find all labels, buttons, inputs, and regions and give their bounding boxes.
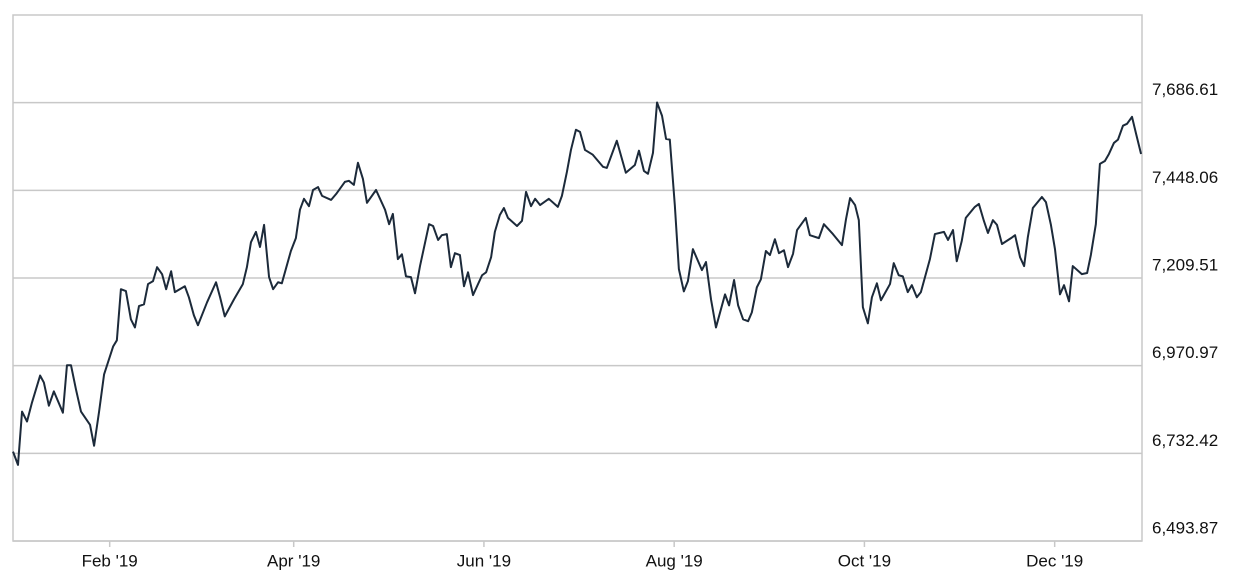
y-tick-label: 6,493.87 [1152,518,1218,537]
y-tick-label: 7,209.51 [1152,255,1218,274]
x-tick-label: Dec '19 [1026,551,1083,570]
x-tick-label: Apr '19 [267,551,320,570]
price-line [12,101,1143,466]
x-tick-label: Feb '19 [82,551,138,570]
y-tick-label: 6,732.42 [1152,431,1218,450]
x-tick-label: Jun '19 [457,551,511,570]
y-tick-label: 7,448.06 [1152,168,1218,187]
y-tick-label: 6,970.97 [1152,343,1218,362]
x-tick-label: Oct '19 [838,551,891,570]
x-tick-label: Aug '19 [646,551,703,570]
y-tick-label: 7,686.61 [1152,80,1218,99]
